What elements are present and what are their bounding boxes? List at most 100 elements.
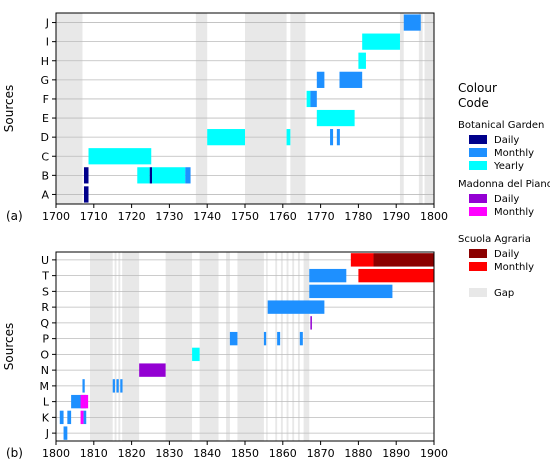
x-tick-label: 1780 [344, 210, 372, 223]
bar [310, 316, 312, 330]
x-tick-label: 1770 [307, 210, 335, 223]
bar [83, 410, 87, 425]
x-tick-label: 1810 [80, 447, 108, 460]
bar [59, 410, 64, 425]
y-axis-label: Sources [2, 323, 16, 370]
bar [309, 284, 393, 299]
bar [316, 109, 355, 127]
x-tick-label: 1870 [307, 447, 335, 460]
bar [339, 71, 363, 88]
legend-swatch [469, 148, 487, 157]
gap-band [292, 252, 295, 441]
x-tick-label: 1900 [420, 447, 448, 460]
gap-band [90, 252, 113, 441]
x-tick-label: 1750 [231, 210, 259, 223]
gap-band [418, 13, 423, 204]
legend-swatch [469, 249, 487, 258]
bar [83, 167, 89, 184]
x-tick-label: 1760 [269, 210, 297, 223]
legend-swatch [469, 161, 487, 170]
legend-item-label: Daily [494, 135, 519, 146]
bar [152, 167, 186, 184]
legend-item-label: Gap [494, 288, 514, 299]
bar [84, 394, 89, 409]
y-tick-label: D [41, 131, 49, 144]
gap-band [56, 13, 83, 204]
bar [358, 268, 434, 283]
bar [299, 331, 303, 346]
legend-swatch [469, 288, 487, 297]
gap-band [280, 252, 283, 441]
x-tick-label: 1700 [42, 210, 70, 223]
x-tick-label: 1850 [231, 447, 259, 460]
y-tick-label: K [42, 411, 50, 424]
gap-band [114, 252, 117, 441]
x-tick-label: 1790 [382, 210, 410, 223]
bar [330, 129, 334, 146]
bar [80, 394, 85, 409]
bar [316, 71, 325, 88]
legend-item-label: Monthly [494, 207, 534, 218]
gap-band [297, 252, 300, 441]
y-tick-label: Q [40, 317, 49, 330]
bar [336, 129, 340, 146]
legend-item-label: Monthly [494, 262, 534, 273]
y-axis-label: Sources [2, 85, 16, 132]
gap-band [118, 252, 121, 441]
legend-title-line2: Code [458, 96, 489, 110]
bar [373, 253, 434, 267]
y-tick-label: A [41, 188, 49, 201]
x-tick-label: 1820 [118, 447, 146, 460]
y-tick-label: B [41, 169, 49, 182]
y-tick-label: O [40, 348, 49, 361]
x-tick-label: 1720 [118, 210, 146, 223]
x-tick-label: 1710 [80, 210, 108, 223]
x-tick-label: 1800 [42, 447, 70, 460]
gap-band [266, 252, 268, 441]
legend: Colour Code Botanical Garden Daily Monthly… [458, 81, 550, 299]
panel-label: (b) [6, 446, 23, 460]
bar [112, 379, 115, 393]
x-tick-label: 1890 [382, 447, 410, 460]
bar [267, 300, 325, 314]
y-tick-label: U [41, 254, 49, 267]
legend-group-title: Scuola Agraria [458, 234, 531, 245]
legend-swatch [469, 262, 487, 271]
legend-swatch [469, 135, 487, 144]
y-tick-label: C [41, 150, 49, 163]
bar [286, 129, 291, 146]
gap-band [226, 252, 230, 441]
bar [192, 347, 200, 362]
gap-band [286, 252, 289, 441]
gap-band [399, 13, 404, 204]
bar [229, 331, 238, 346]
y-tick-label: M [40, 380, 50, 393]
legend-group-title: Madonna del Piano [458, 179, 550, 190]
x-tick-label: 1830 [155, 447, 183, 460]
bar [120, 379, 123, 393]
legend-title-line1: Colour [458, 81, 497, 95]
bar [116, 379, 119, 393]
panel-label: (a) [6, 209, 23, 223]
bar [358, 52, 366, 69]
legend-group-title: Botanical Garden [458, 120, 544, 131]
x-tick-label: 1740 [193, 210, 221, 223]
gap-band [303, 252, 310, 441]
y-tick-label: T [41, 270, 49, 283]
bar [350, 253, 374, 267]
y-tick-label: N [41, 364, 49, 377]
legend-item-label: Daily [494, 194, 519, 205]
gap-band [424, 13, 434, 204]
gap-band [237, 252, 264, 441]
gap-band [165, 252, 193, 441]
gap-band [195, 13, 208, 204]
bar [67, 410, 72, 425]
y-tick-label: H [41, 55, 49, 68]
x-tick-label: 1800 [420, 210, 448, 223]
x-tick-label: 1860 [269, 447, 297, 460]
y-tick-label: L [43, 396, 50, 409]
bar [139, 363, 166, 377]
bar [309, 268, 347, 283]
